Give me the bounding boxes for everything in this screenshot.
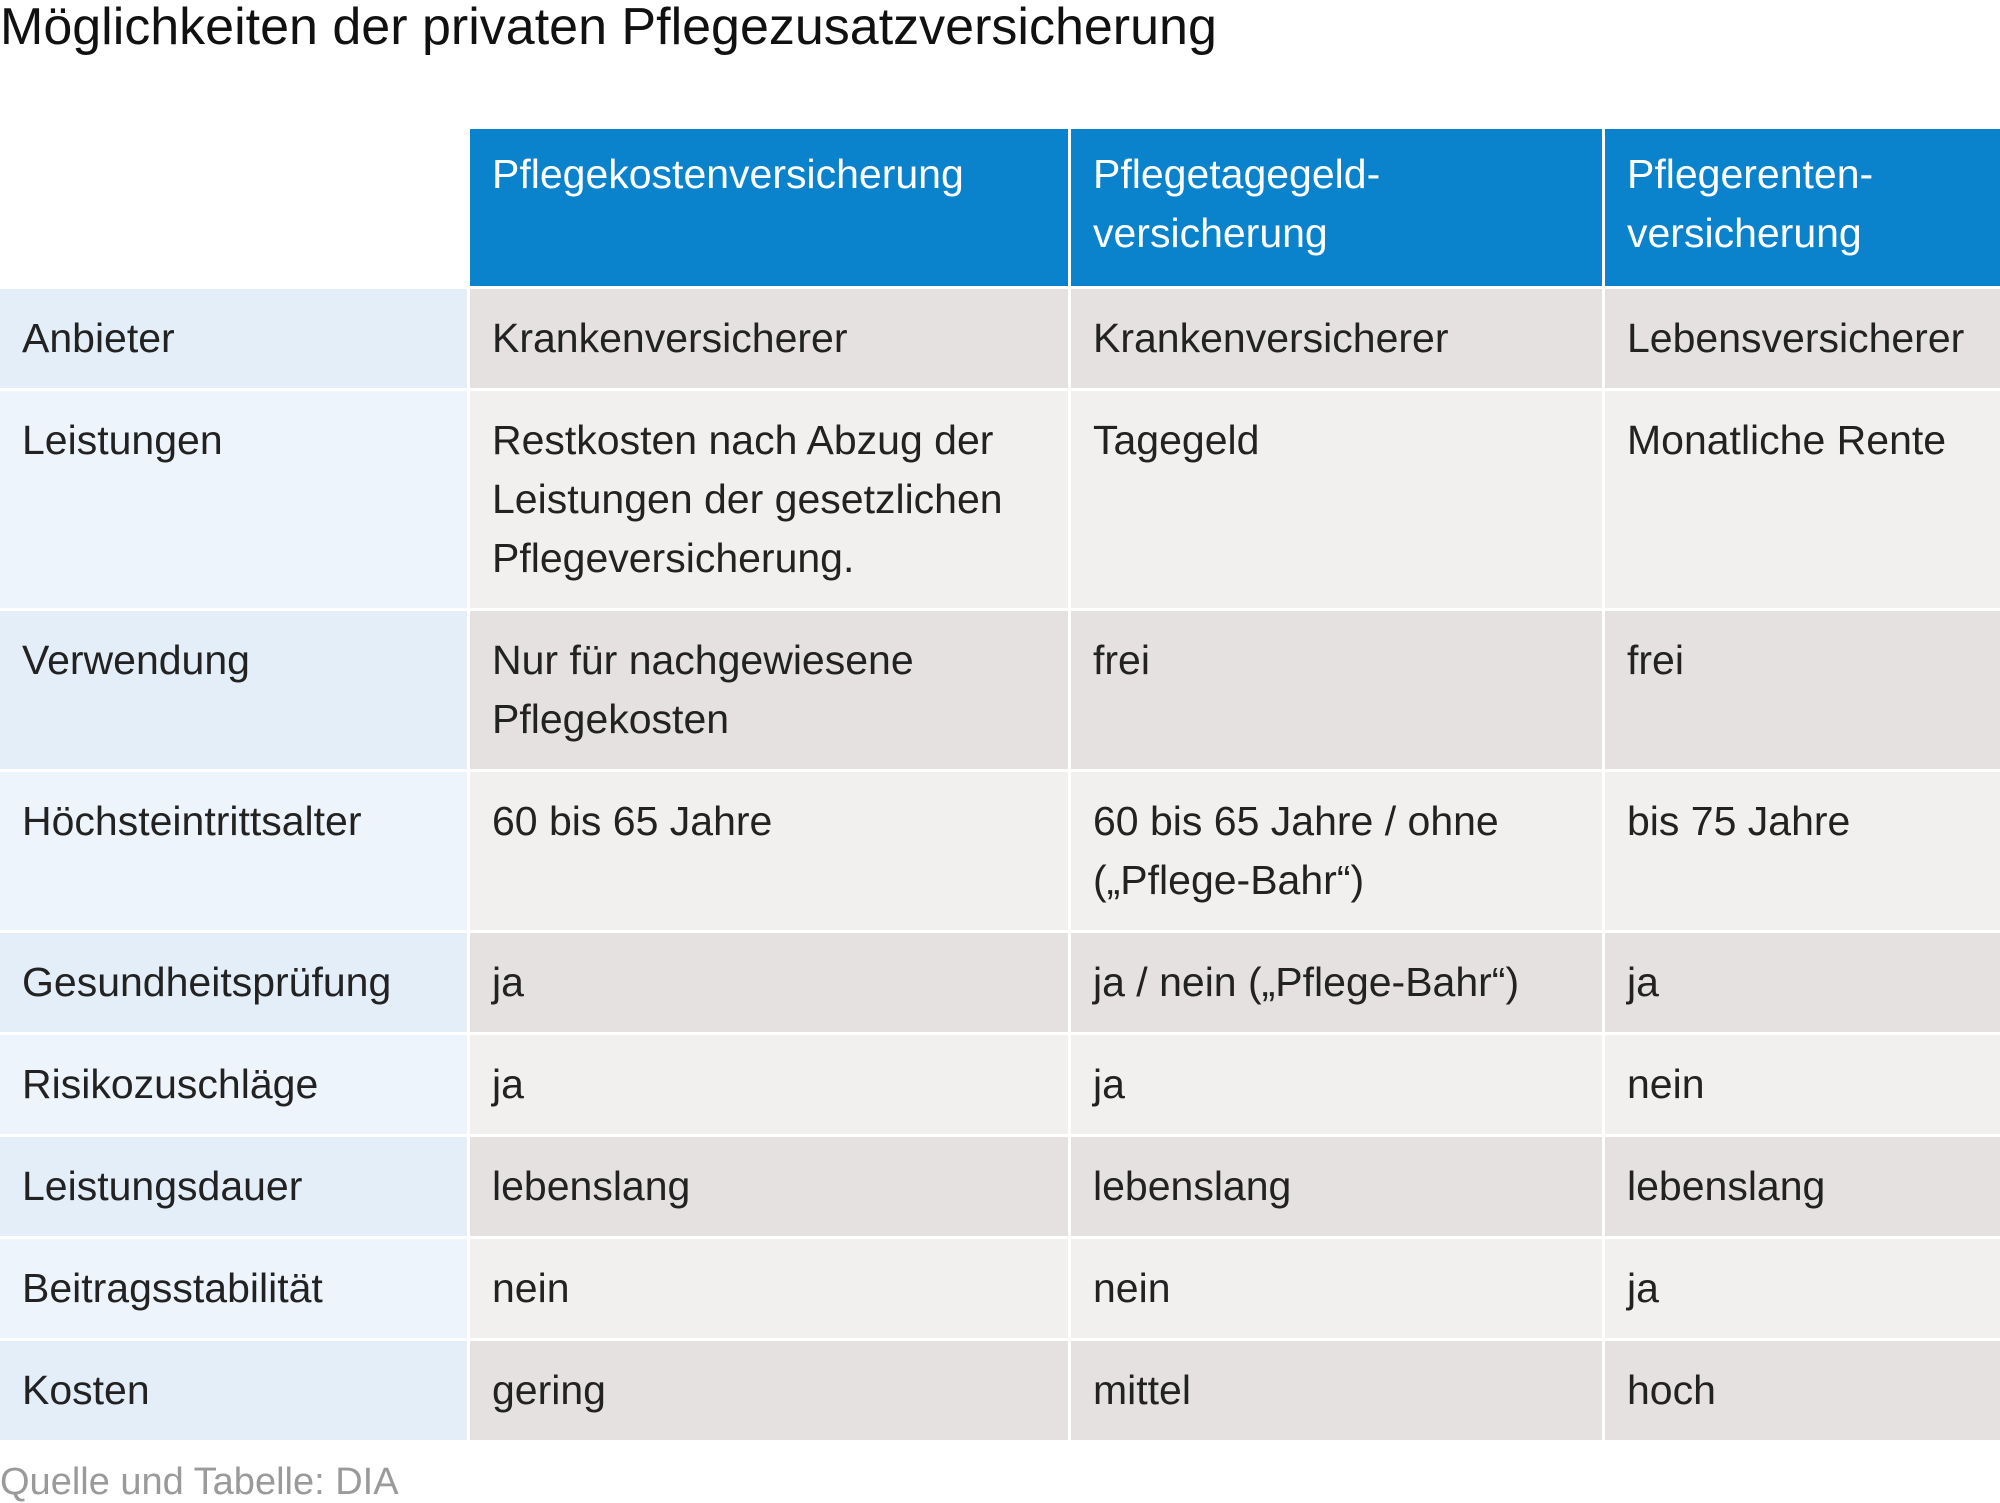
table-cell: nein: [470, 1239, 1068, 1338]
table-cell: lebenslang: [1071, 1137, 1602, 1236]
page-title: Möglichkeiten der privaten Pflegezusatzv…: [0, 0, 1217, 56]
table-row: Verwendung Nur für nachgewiesene Pflegek…: [0, 611, 2000, 769]
table-cell: nein: [1605, 1035, 2000, 1134]
table-cell: Restkosten nach Abzug der Leistungen der…: [470, 391, 1068, 608]
table-cell: lebenslang: [470, 1137, 1068, 1236]
table-cell: hoch: [1605, 1341, 2000, 1440]
table-cell: ja: [1605, 933, 2000, 1032]
table-header-row: Pflegekostenversicherung Pflegetagegeld-…: [0, 129, 2000, 286]
header-pflegetagegeldversicherung: Pflegetagegeld- versicherung: [1071, 129, 1602, 286]
row-label-gesundheitspruefung: Gesundheitsprüfung: [0, 933, 467, 1032]
header-pflegerenten-text: Pflegerenten- versicherung: [1627, 151, 1874, 256]
header-pflegekostenversicherung: Pflegekostenversicherung: [470, 129, 1068, 286]
table-row: Anbieter Krankenversicherer Krankenversi…: [0, 289, 2000, 388]
table-row: Beitragsstabilität nein nein ja: [0, 1239, 2000, 1338]
row-label-leistungsdauer: Leistungsdauer: [0, 1137, 467, 1236]
header-corner-cell: [0, 129, 467, 286]
row-label-beitragsstabilitaet: Beitragsstabilität: [0, 1239, 467, 1338]
row-label-anbieter: Anbieter: [0, 289, 467, 388]
table-cell: lebenslang: [1605, 1137, 2000, 1236]
header-pflegerentenversicherung: Pflegerenten- versicherung: [1605, 129, 2000, 286]
table-cell: Lebensversicherer: [1605, 289, 2000, 388]
table-cell: ja: [470, 1035, 1068, 1134]
table-cell: Nur für nachgewiesene Pflegekosten: [470, 611, 1068, 769]
table-cell: ja: [1071, 1035, 1602, 1134]
header-pflegetagegeld-text: Pflegetagegeld- versicherung: [1093, 151, 1381, 256]
table-cell: mittel: [1071, 1341, 1602, 1440]
table-cell: ja: [470, 933, 1068, 1032]
comparison-table: Pflegekostenversicherung Pflegetagegeld-…: [0, 126, 2000, 1443]
source-note: Quelle und Tabelle: DIA: [0, 1461, 399, 1503]
row-label-hoechsteintrittsalter: Höchsteintrittsalter: [0, 772, 467, 930]
row-label-verwendung: Verwendung: [0, 611, 467, 769]
table-cell: Tagegeld: [1071, 391, 1602, 608]
table-cell: 60 bis 65 Jahre: [470, 772, 1068, 930]
table-row: Kosten gering mittel hoch: [0, 1341, 2000, 1440]
row-label-leistungen: Leistungen: [0, 391, 467, 608]
table-row: Risikozuschläge ja ja nein: [0, 1035, 2000, 1134]
table-cell: bis 75 Jahre: [1605, 772, 2000, 930]
row-label-risikozuschlaege: Risikozuschläge: [0, 1035, 467, 1134]
row-label-kosten: Kosten: [0, 1341, 467, 1440]
table-row: Leistungsdauer lebenslang lebenslang leb…: [0, 1137, 2000, 1236]
table-cell: frei: [1071, 611, 1602, 769]
table-cell: ja / nein („Pflege-Bahr“): [1071, 933, 1602, 1032]
table-cell: frei: [1605, 611, 2000, 769]
table-row: Höchsteintrittsalter 60 bis 65 Jahre 60 …: [0, 772, 2000, 930]
table-cell: Krankenversicherer: [1071, 289, 1602, 388]
table-cell: ja: [1605, 1239, 2000, 1338]
table-cell: 60 bis 65 Jahre / ohne („Pflege-Bahr“): [1071, 772, 1602, 930]
table-row: Leistungen Restkosten nach Abzug der Lei…: [0, 391, 2000, 608]
table-cell: Krankenversicherer: [470, 289, 1068, 388]
table-row: Gesundheitsprüfung ja ja / nein („Pflege…: [0, 933, 2000, 1032]
table-cell: nein: [1071, 1239, 1602, 1338]
table-cell: Monatliche Rente: [1605, 391, 2000, 608]
table-cell: gering: [470, 1341, 1068, 1440]
